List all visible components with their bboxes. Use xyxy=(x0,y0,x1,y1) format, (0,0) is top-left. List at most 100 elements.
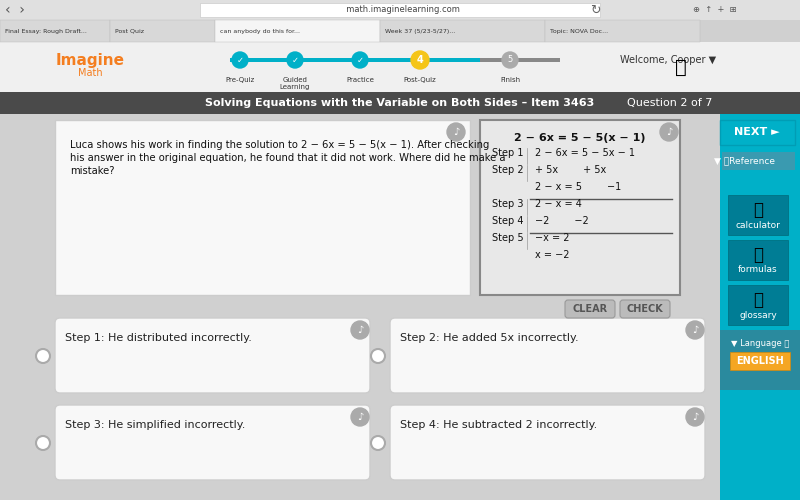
Text: Step 5: Step 5 xyxy=(492,233,524,243)
Text: ↻: ↻ xyxy=(590,4,600,16)
Text: Post-Quiz: Post-Quiz xyxy=(404,77,436,83)
Text: math.imaginelearning.com: math.imaginelearning.com xyxy=(341,6,459,15)
Text: Step 3: He simplified incorrectly.: Step 3: He simplified incorrectly. xyxy=(65,420,246,430)
FancyBboxPatch shape xyxy=(0,42,800,92)
Text: ♪: ♪ xyxy=(453,127,459,137)
Text: Pre-Quiz: Pre-Quiz xyxy=(226,77,254,83)
FancyBboxPatch shape xyxy=(728,195,788,235)
Text: Topic: NOVA Doc...: Topic: NOVA Doc... xyxy=(550,28,608,34)
Circle shape xyxy=(660,123,678,141)
Text: formulas: formulas xyxy=(738,266,778,274)
Text: 2 − x = 5        −1: 2 − x = 5 −1 xyxy=(535,182,622,192)
Text: 🧮: 🧮 xyxy=(753,201,763,219)
Circle shape xyxy=(502,52,518,68)
Text: ✓: ✓ xyxy=(291,56,298,64)
Text: ♪: ♪ xyxy=(692,412,698,422)
FancyBboxPatch shape xyxy=(0,92,800,114)
Text: 4: 4 xyxy=(417,55,423,65)
Circle shape xyxy=(371,436,385,450)
FancyBboxPatch shape xyxy=(55,318,370,393)
Text: CLEAR: CLEAR xyxy=(573,304,607,314)
FancyBboxPatch shape xyxy=(565,300,615,318)
Text: Post Quiz: Post Quiz xyxy=(115,28,144,34)
Text: ♪: ♪ xyxy=(357,325,363,335)
Text: x = −2: x = −2 xyxy=(535,250,570,260)
FancyBboxPatch shape xyxy=(0,0,800,20)
Text: Question 2 of 7: Question 2 of 7 xyxy=(627,98,713,108)
Text: Step 2: He added 5x incorrectly.: Step 2: He added 5x incorrectly. xyxy=(400,333,578,343)
Text: ♪: ♪ xyxy=(357,412,363,422)
Circle shape xyxy=(371,349,385,363)
Text: Practice: Practice xyxy=(346,77,374,83)
Text: −2        −2: −2 −2 xyxy=(535,216,589,226)
Circle shape xyxy=(686,408,704,426)
Circle shape xyxy=(287,52,303,68)
Text: 2 − 6x = 5 − 5x − 1: 2 − 6x = 5 − 5x − 1 xyxy=(535,148,635,158)
Text: ▼ Language 🛈: ▼ Language 🛈 xyxy=(731,338,789,347)
Text: −x = 2: −x = 2 xyxy=(535,233,570,243)
Circle shape xyxy=(232,52,248,68)
Text: ♪: ♪ xyxy=(666,127,672,137)
Text: Step 4: Step 4 xyxy=(492,216,523,226)
Text: Finish: Finish xyxy=(500,77,520,83)
Text: 📋: 📋 xyxy=(753,291,763,309)
Circle shape xyxy=(351,408,369,426)
Text: Guided
Learning: Guided Learning xyxy=(280,77,310,90)
FancyBboxPatch shape xyxy=(390,318,705,393)
Text: Solving Equations with the Variable on Both Sides – Item 3463: Solving Equations with the Variable on B… xyxy=(206,98,594,108)
Text: Step 2: Step 2 xyxy=(492,165,524,175)
Text: can anybody do this for...: can anybody do this for... xyxy=(220,28,300,34)
Text: Step 1: He distributed incorrectly.: Step 1: He distributed incorrectly. xyxy=(65,333,252,343)
Text: Step 4: He subtracted 2 incorrectly.: Step 4: He subtracted 2 incorrectly. xyxy=(400,420,598,430)
FancyBboxPatch shape xyxy=(0,114,800,500)
Text: glossary: glossary xyxy=(739,310,777,320)
Text: mistake?: mistake? xyxy=(70,166,114,176)
FancyBboxPatch shape xyxy=(720,330,800,390)
Text: calculator: calculator xyxy=(735,220,781,230)
Text: Week 37 (5/23-5/27)...: Week 37 (5/23-5/27)... xyxy=(385,28,455,34)
Text: 📄: 📄 xyxy=(753,246,763,264)
Text: Luca shows his work in finding the solution to 2 − 6x = 5 − 5(x − 1). After chec: Luca shows his work in finding the solut… xyxy=(70,140,490,150)
Text: ♪: ♪ xyxy=(692,325,698,335)
Text: Welcome, Cooper ▼: Welcome, Cooper ▼ xyxy=(620,55,716,65)
FancyBboxPatch shape xyxy=(55,120,470,295)
FancyBboxPatch shape xyxy=(230,58,560,62)
FancyBboxPatch shape xyxy=(200,3,600,17)
FancyBboxPatch shape xyxy=(480,120,680,295)
FancyBboxPatch shape xyxy=(728,285,788,325)
Text: CHECK: CHECK xyxy=(626,304,663,314)
Text: 5: 5 xyxy=(507,56,513,64)
Text: Step 3: Step 3 xyxy=(492,199,523,209)
FancyBboxPatch shape xyxy=(55,405,370,480)
Text: ENGLISH: ENGLISH xyxy=(736,356,784,366)
Text: 2 − 6x = 5 − 5(x − 1): 2 − 6x = 5 − 5(x − 1) xyxy=(514,133,646,143)
Text: 🥷: 🥷 xyxy=(675,58,686,76)
Text: NEXT ►: NEXT ► xyxy=(734,127,780,137)
Text: ⊕  ↑  +  ⊞: ⊕ ↑ + ⊞ xyxy=(693,6,737,15)
Circle shape xyxy=(351,321,369,339)
Text: ‹  ›: ‹ › xyxy=(5,3,25,17)
Text: ✓: ✓ xyxy=(357,56,363,64)
Text: + 5x        + 5x: + 5x + 5x xyxy=(535,165,606,175)
Text: Final Essay: Rough Draft...: Final Essay: Rough Draft... xyxy=(5,28,87,34)
Text: Math: Math xyxy=(78,68,102,78)
FancyBboxPatch shape xyxy=(545,20,700,42)
FancyBboxPatch shape xyxy=(230,58,480,62)
FancyBboxPatch shape xyxy=(0,20,800,42)
Circle shape xyxy=(447,123,465,141)
Text: Imagine: Imagine xyxy=(55,52,125,68)
FancyBboxPatch shape xyxy=(110,20,215,42)
FancyBboxPatch shape xyxy=(390,405,705,480)
FancyBboxPatch shape xyxy=(620,300,670,318)
FancyBboxPatch shape xyxy=(380,20,545,42)
FancyBboxPatch shape xyxy=(720,114,800,500)
Text: his answer in the original equation, he found that it did not work. Where did he: his answer in the original equation, he … xyxy=(70,153,506,163)
Circle shape xyxy=(411,51,429,69)
Circle shape xyxy=(36,349,50,363)
FancyBboxPatch shape xyxy=(730,352,790,370)
Circle shape xyxy=(686,321,704,339)
Circle shape xyxy=(36,436,50,450)
FancyBboxPatch shape xyxy=(0,20,110,42)
Text: ✓: ✓ xyxy=(237,56,243,64)
Text: Step 1: Step 1 xyxy=(492,148,523,158)
